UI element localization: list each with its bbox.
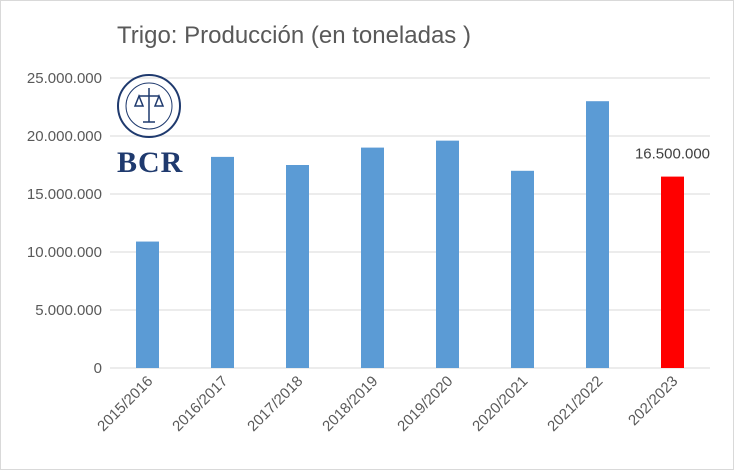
y-tick-label: 15.000.000: [27, 186, 102, 203]
x-tick-label: 2016/2017: [169, 373, 231, 435]
y-tick-label: 20.000.000: [27, 128, 102, 145]
gridlines: [110, 77, 710, 369]
y-tick-label: 0: [94, 360, 102, 377]
x-tick-label: 2020/2021: [469, 373, 531, 435]
chart-title: Trigo: Producción (en toneladas ): [117, 22, 471, 49]
bar-2021-2022: [586, 101, 609, 368]
bar-2018-2019: [361, 147, 384, 368]
data-labels: 16.500.000: [635, 146, 710, 163]
bars: [136, 101, 684, 368]
bcr-logo: BCR: [117, 74, 183, 179]
x-tick-label: 2021/2022: [544, 373, 606, 435]
bar-2020-2021: [511, 170, 534, 368]
x-tick-label: 2015/2016: [94, 373, 156, 435]
y-tick-label: 5.000.000: [35, 302, 102, 319]
y-tick-label: 25.000.000: [27, 70, 102, 87]
bar-2016-2017: [211, 156, 234, 368]
bar-2015-2016: [136, 241, 159, 368]
y-tick-label: 10.000.000: [27, 244, 102, 261]
logo-text: BCR: [117, 146, 183, 179]
x-tick-label: 2019/2020: [394, 373, 456, 435]
x-tick-label: 2017/2018: [244, 373, 306, 435]
x-axis-ticks: 2015/2016 2016/2017 2017/2018 2018/2019 2019…: [94, 373, 681, 435]
bar-202-2023: [661, 176, 684, 368]
y-axis-ticks: 0 5.000.000 10.000.000 15.000.000 20.000.000…: [27, 70, 102, 377]
data-label: 16.500.000: [635, 146, 710, 163]
bar-2019-2020: [436, 140, 459, 368]
bar-2017-2018: [286, 165, 309, 368]
x-tick-label: 202/2023: [625, 373, 681, 429]
x-tick-label: 2018/2019: [319, 373, 381, 435]
